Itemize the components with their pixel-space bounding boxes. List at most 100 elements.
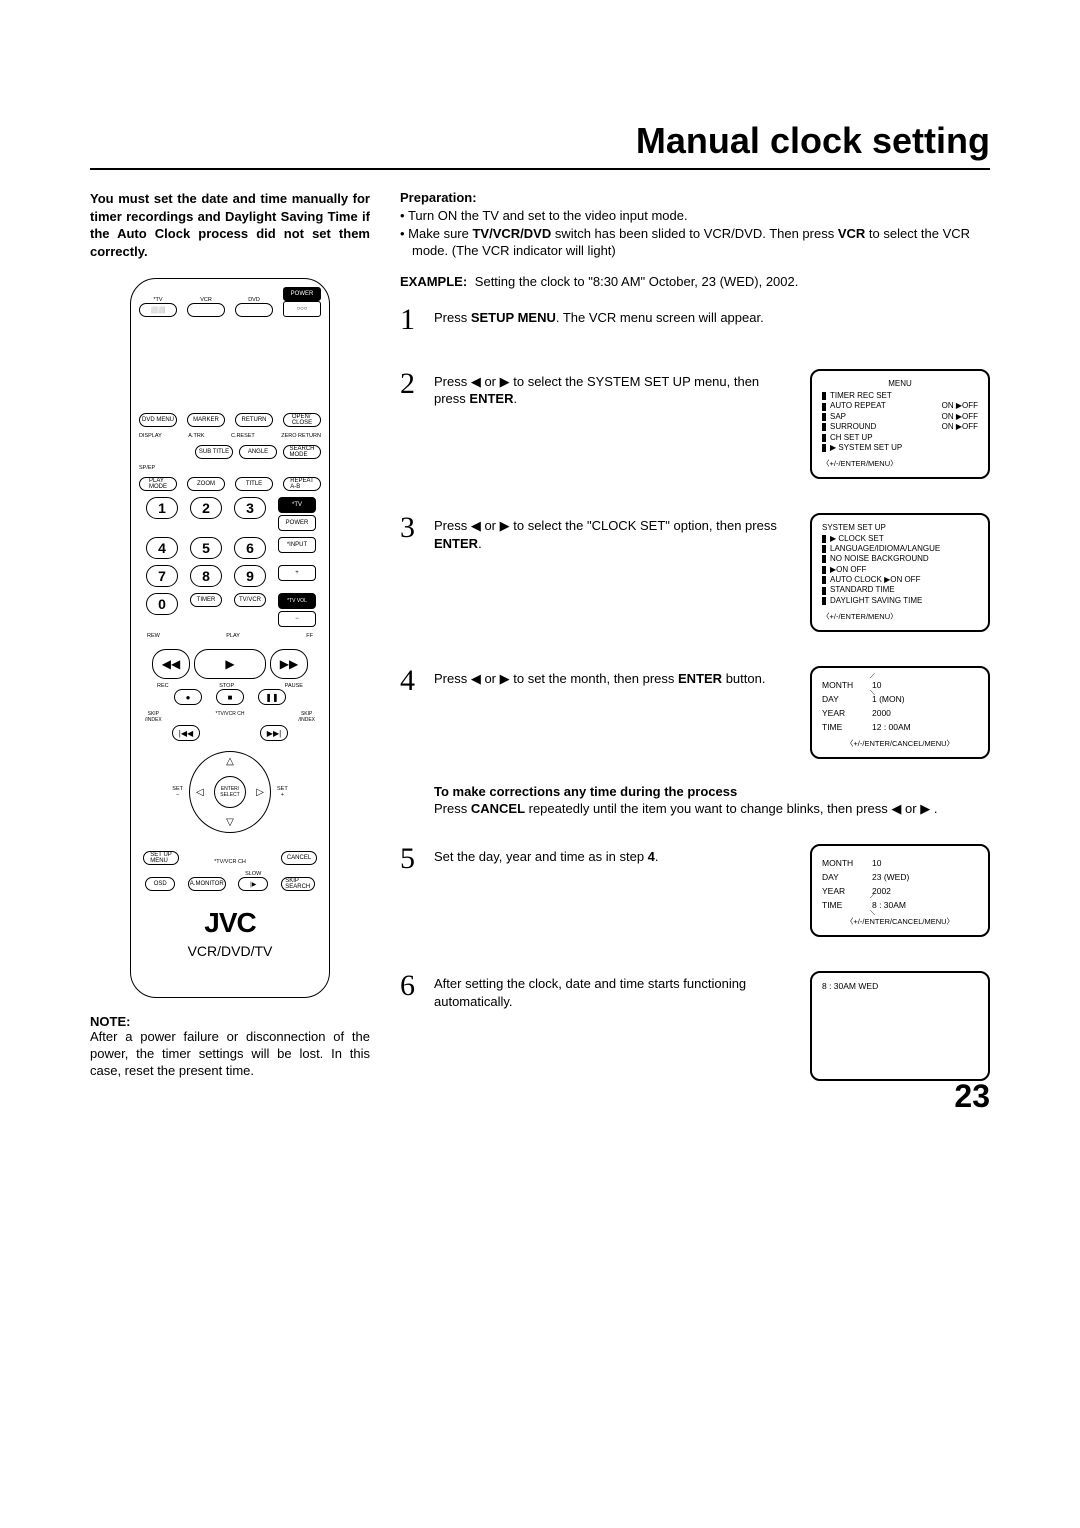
timer-button: TIMER	[190, 593, 222, 607]
pause-button: ❚❚	[258, 689, 286, 705]
num-7: 7	[146, 565, 178, 587]
play-label: PLAY	[226, 633, 240, 639]
setup-menu-button: SET UP MENU	[143, 851, 179, 865]
num-2: 2	[190, 497, 222, 519]
step-3: 3 Press or to select the "CLOCK SET" opt…	[400, 513, 990, 632]
screen-row-value: 2000	[872, 708, 978, 719]
number-pad: 1 2 3 *TV POWER 4 5 6 *INPUT 7 8 9	[139, 497, 321, 627]
correction-heading: To make corrections any time during the …	[434, 784, 737, 799]
slow-button: |▶	[238, 877, 268, 891]
osd-button: OSD	[145, 877, 175, 891]
subtitle-button: SUB TITLE	[195, 445, 233, 459]
screen-row-label: TIME	[822, 722, 872, 733]
repeat-button: REPEAT A-B	[283, 477, 321, 491]
skip-fwd-button: ▶▶|	[260, 725, 288, 741]
step-2: 2 Press or to select the SYSTEM SET UP m…	[400, 369, 990, 479]
tvvcr-button: TV/VCR	[234, 593, 266, 607]
playmode-button: PLAY MODE	[139, 477, 177, 491]
input-side: *INPUT	[278, 537, 316, 553]
step-1: 1 Press SETUP MENU. The VCR menu screen …	[400, 305, 990, 335]
tv-switch: ⬜⬜	[139, 303, 177, 317]
screen-row-label: MONTH	[822, 858, 872, 869]
brand-subtitle: VCR/DVD/TV	[139, 943, 321, 959]
preparation-heading: Preparation:	[400, 190, 990, 205]
num-8: 8	[190, 565, 222, 587]
screen3-title: SYSTEM SET UP	[822, 523, 978, 533]
example-prefix: EXAMPLE:	[400, 274, 467, 289]
step-2-text: Press or to select the SYSTEM SET UP men…	[434, 369, 800, 408]
screen2-item: AUTO REPEATON ▶OFF	[822, 401, 978, 411]
stop-button: ■	[216, 689, 244, 705]
correction-body: Press CANCEL repeatedly until the item y…	[434, 801, 937, 816]
right-icon: ▷	[256, 787, 264, 798]
rec-button: ●	[174, 689, 202, 705]
page-title: Manual clock setting	[90, 120, 990, 162]
brand-logo: JVC	[139, 907, 321, 939]
tvvol-label: *TV VOL	[278, 593, 316, 609]
step-1-number: 1	[400, 305, 424, 335]
screen5-hint: 〈+/-/ENTER/CANCEL/MENU〉	[822, 917, 978, 927]
prep-bullet-2: Make sure TV/VCR/DVD switch has been sli…	[400, 225, 990, 260]
screen2-item: SURROUNDON ▶OFF	[822, 422, 978, 432]
screen2-hint: 〈+/-/ENTER/MENU〉	[822, 459, 978, 469]
plus-side: +	[278, 565, 316, 581]
dvdmenu-button: DVD MENU	[139, 413, 177, 427]
screen3-item: LANGUAGE/IDIOMA/LANGUE	[822, 544, 978, 554]
atrk-label: A.TRK	[188, 433, 204, 439]
screen2-item: CH SET UP	[822, 433, 978, 443]
cancel-button: CANCEL	[281, 851, 317, 865]
return-button: RETURN	[235, 413, 273, 427]
vcr-button	[187, 303, 225, 317]
screen3-item: NO NOISE BACKGROUND	[822, 554, 978, 564]
screen2-title: MENU	[822, 379, 978, 389]
screen-row-value: 10⟋⟍	[872, 680, 978, 691]
screen3-item: DAYLIGHT SAVING TIME	[822, 596, 978, 606]
note-heading: NOTE:	[90, 1014, 370, 1029]
left-column: You must set the date and time manually …	[90, 190, 370, 1115]
remote-wrap: *TV ⬜⬜ VCR DVD POWER ○	[90, 278, 370, 998]
intro-text: You must set the date and time manually …	[90, 190, 370, 260]
left-icon: ◁	[196, 787, 204, 798]
screen3-item: ▶ CLOCK SET	[822, 534, 978, 544]
screen-menu: MENU TIMER REC SETAUTO REPEATON ▶OFFSAPO…	[810, 369, 990, 479]
skip-right-label: SKIP /INDEX	[298, 711, 315, 723]
screen3-item: STANDARD TIME	[822, 585, 978, 595]
screen2-item: SAPON ▶OFF	[822, 412, 978, 422]
rew-label: REW	[147, 633, 160, 639]
step-2-number: 2	[400, 369, 424, 399]
screen-system-setup: SYSTEM SET UP ▶ CLOCK SETLANGUAGE/IDIOMA…	[810, 513, 990, 632]
skipsearch-button: SKIP SEARCH	[281, 877, 315, 891]
zoom-button: ZOOM	[187, 477, 225, 491]
screen-row-value: 1 (MON)	[872, 694, 978, 705]
page-number: 23	[954, 1078, 990, 1115]
play-button: ▶	[194, 649, 266, 679]
screen-row-label: TIME	[822, 900, 872, 911]
example-line: EXAMPLE: Setting the clock to "8:30 AM" …	[400, 274, 990, 289]
display-label: DISPLAY	[139, 433, 162, 439]
step-1-text: Press SETUP MENU. The VCR menu screen wi…	[434, 305, 990, 327]
screen-row-value: 12 : 00AM	[872, 722, 978, 733]
screen2-item: TIMER REC SET	[822, 391, 978, 401]
angle-button: ANGLE	[239, 445, 277, 459]
nav-pad: SET − △ ▽ ◁ ▷ ENTER/ SELECT SET +	[139, 751, 321, 851]
screen6-line: 8 : 30AM WED	[822, 981, 978, 992]
num-5: 5	[190, 537, 222, 559]
num-4: 4	[146, 537, 178, 559]
num-0: 0	[146, 593, 178, 615]
skip-back-button: |◀◀	[172, 725, 200, 741]
screen4-hint: 〈+/-/ENTER/CANCEL/MENU〉	[822, 739, 978, 749]
num-9: 9	[234, 565, 266, 587]
screen-row-value: 2002	[872, 886, 978, 897]
amonitor-button: A.MONITOR	[188, 877, 226, 891]
spep-label: SP/EP	[139, 465, 155, 471]
down-icon: ▽	[226, 817, 234, 828]
power-button: ○○○	[283, 301, 321, 317]
step-6-text: After setting the clock, date and time s…	[434, 971, 800, 1010]
nav-ring: △ ▽ ◁ ▷ ENTER/ SELECT	[189, 751, 271, 833]
minus-side: −	[278, 611, 316, 627]
note-body: After a power failure or disconnection o…	[90, 1029, 370, 1080]
pause-label: PAUSE	[285, 683, 303, 689]
num-6: 6	[234, 537, 266, 559]
step-4-text: Press or to set the month, then press EN…	[434, 666, 800, 688]
open-close-button: OPEN/ CLOSE	[283, 413, 321, 427]
